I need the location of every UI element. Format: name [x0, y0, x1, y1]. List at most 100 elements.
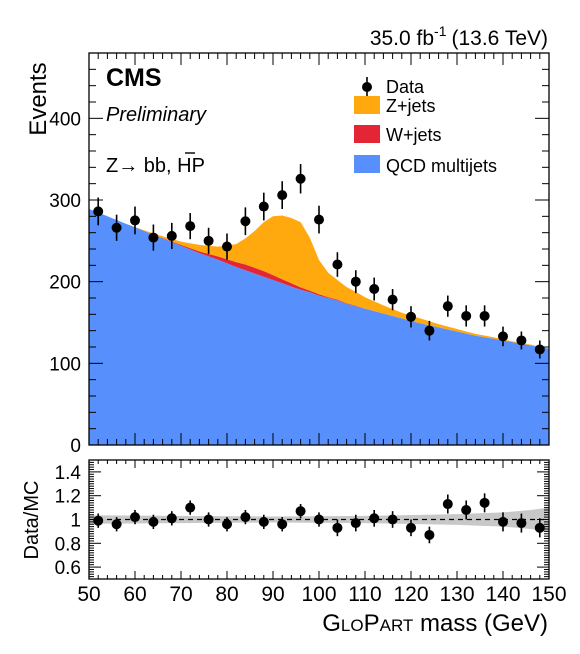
ratio-marker	[332, 522, 343, 533]
data-point	[369, 277, 380, 301]
ratio-point	[350, 514, 361, 532]
data-marker	[93, 206, 104, 217]
ratio-point	[240, 509, 251, 525]
ratio-panel: 0.6 0.81 1.2 1.4 50 60 70 80 90 100 110 120 130 140 1…	[21, 459, 567, 637]
data-marker	[166, 230, 177, 241]
x-axis-title: GLOPART mass (GeV)	[322, 610, 548, 637]
ratio-point	[148, 514, 159, 530]
data-marker	[222, 241, 232, 252]
ratio-marker	[295, 506, 306, 517]
energy-label: (13.6 TeV)	[452, 27, 549, 50]
data-point	[461, 305, 472, 327]
x-tick-label: 150	[531, 583, 566, 606]
ratio-point	[534, 518, 545, 538]
ratio-marker	[185, 502, 196, 513]
data-marker	[203, 235, 214, 246]
y-axis-title: Events	[25, 62, 52, 135]
ratio-point	[277, 517, 288, 532]
data-point	[424, 320, 435, 341]
ratio-point	[461, 500, 472, 520]
data-point	[258, 192, 269, 221]
ratio-y-axis-title: Data/MC	[21, 481, 43, 560]
data-marker	[387, 294, 398, 305]
ratio-y-tick-labels: 0.6 0.81 1.2 1.4	[55, 463, 82, 579]
ratio-point	[185, 500, 196, 515]
x-tick-label: 90	[261, 583, 284, 606]
x-tick-label: 110	[348, 583, 381, 606]
ratio-marker	[387, 514, 398, 525]
ratio-marker	[350, 518, 361, 529]
ratio-axis-ticks	[88, 459, 550, 580]
data-point	[406, 306, 416, 328]
ratio-point	[369, 509, 380, 527]
ratio-marker	[111, 519, 122, 530]
data-marker	[295, 173, 306, 184]
ratio-marker	[203, 514, 214, 525]
ratio-marker	[222, 519, 232, 530]
x-tick-label: 100	[301, 583, 336, 606]
legend-label-data: Data	[386, 77, 425, 97]
ratio-marker	[369, 513, 380, 524]
ratio-point	[516, 513, 527, 533]
x-tick-label: 60	[123, 583, 146, 606]
data-marker	[498, 331, 508, 342]
data-point	[332, 252, 343, 277]
ratio-marker	[277, 519, 288, 530]
data-point	[130, 206, 140, 235]
ratio-marker	[479, 497, 490, 508]
data-point	[350, 270, 361, 294]
data-point	[240, 207, 251, 236]
x-tick-label: 70	[169, 583, 192, 606]
x-tick-labels: 50 60 70 80 90 100 110 120 130 140 150	[77, 583, 566, 606]
legend: Data Z+jets W+jets QCD multijets	[354, 77, 497, 176]
ratio-marker	[314, 514, 324, 525]
ratio-marker	[498, 516, 508, 527]
y-tick-label: 100	[49, 354, 81, 375]
ratio-y-tick-label: 0.8	[55, 534, 81, 555]
data-marker	[516, 335, 527, 346]
y-tick-label: 0	[70, 436, 81, 457]
ratio-y-tick-label: 1	[70, 511, 81, 532]
ratio-point	[203, 512, 214, 527]
y-tick-label: 300	[49, 191, 81, 212]
ratio-marker	[258, 516, 269, 527]
ratio-marker	[534, 522, 545, 533]
ratio-point	[424, 526, 435, 544]
status-label: Preliminary	[106, 104, 207, 126]
legend-label-wjets: W+jets	[386, 125, 442, 145]
ratio-y-tick-label: 1.4	[55, 463, 82, 484]
data-marker	[406, 311, 416, 322]
data-marker	[332, 259, 343, 270]
ratio-point	[130, 509, 140, 525]
data-marker	[424, 325, 435, 336]
ratio-points-layer	[93, 493, 545, 544]
data-point	[314, 205, 324, 234]
experiment-label: CMS	[106, 64, 162, 92]
ratio-marker	[240, 512, 251, 523]
data-marker	[369, 284, 380, 295]
data-marker	[240, 216, 251, 227]
data-point	[166, 222, 177, 249]
ratio-point	[314, 512, 324, 527]
bbar-symbol: b	[155, 155, 166, 177]
legend-label-zjets: Z+jets	[386, 96, 436, 116]
x-tick-label: 120	[393, 583, 428, 606]
ratio-point	[406, 519, 416, 537]
data-marker	[130, 215, 140, 226]
ratio-point	[222, 517, 232, 532]
ratio-marker	[130, 512, 140, 523]
data-marker	[111, 222, 122, 233]
data-point	[203, 227, 214, 254]
zjets-stack-layer	[89, 209, 549, 349]
legend-wjets-swatch	[354, 125, 380, 143]
data-point	[387, 289, 398, 311]
ratio-marker	[406, 522, 416, 533]
ratio-point	[258, 514, 269, 530]
legend-qcd-entry: QCD multijets	[354, 155, 497, 176]
ratio-marker	[461, 504, 472, 515]
data-point	[498, 326, 508, 347]
data-point	[111, 214, 122, 241]
legend-qcd-swatch	[354, 155, 380, 173]
x-tick-label: 130	[439, 583, 474, 606]
